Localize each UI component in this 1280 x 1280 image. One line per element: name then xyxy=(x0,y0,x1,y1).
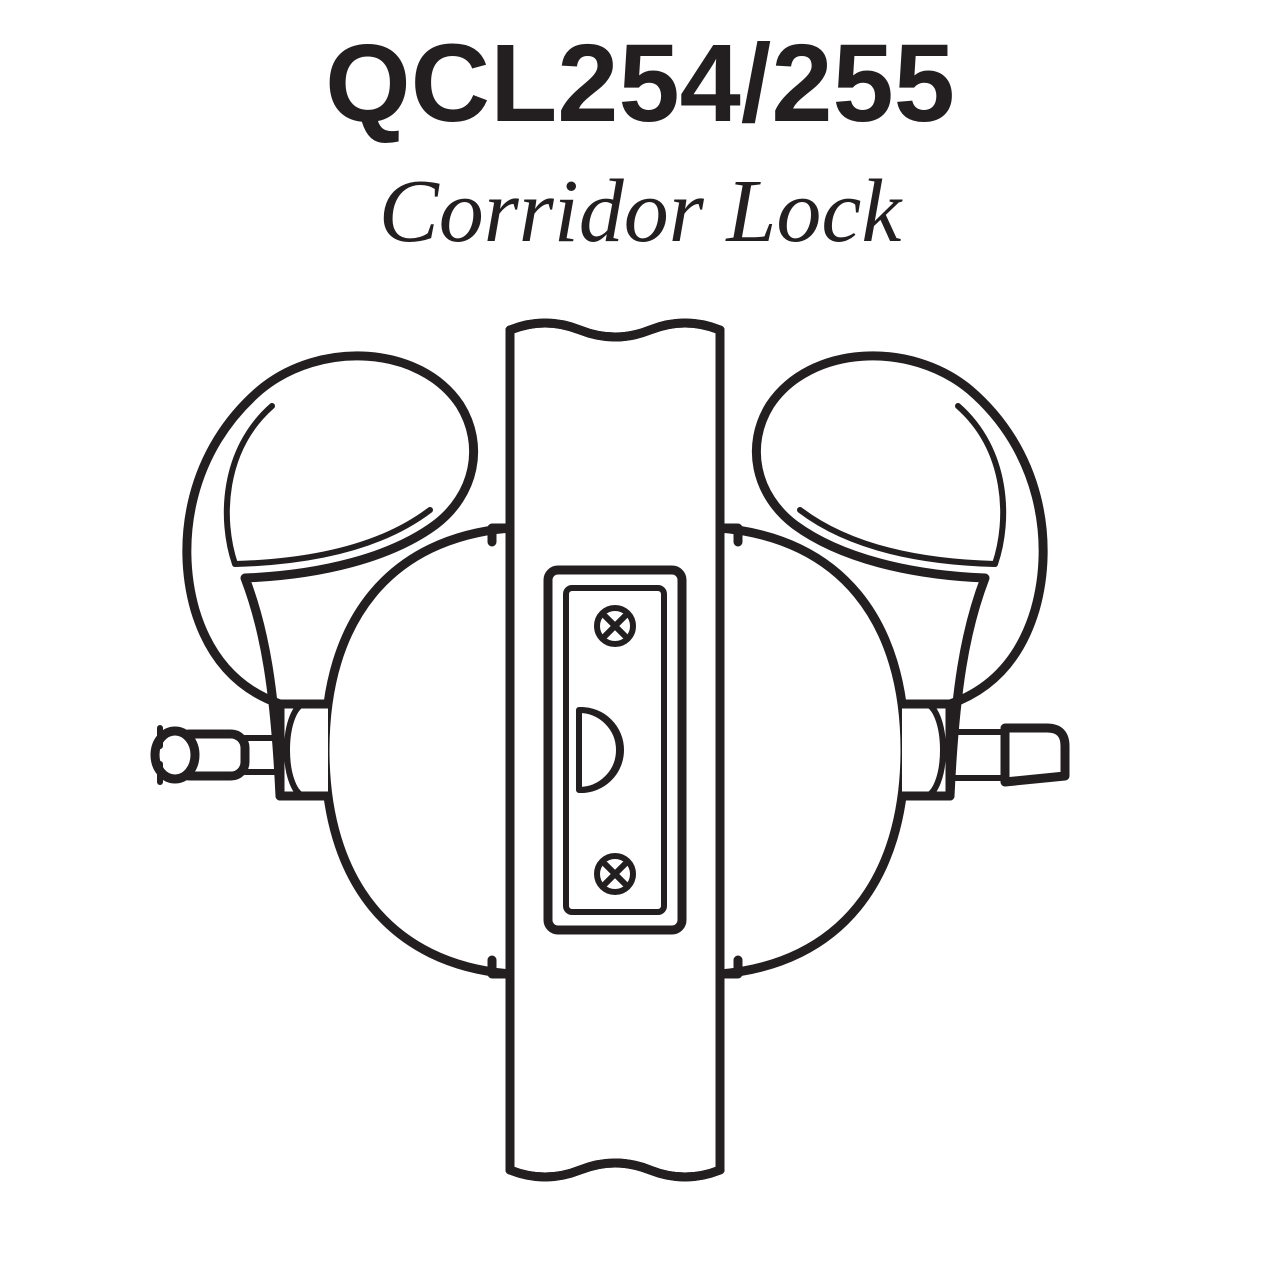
rose-left xyxy=(325,528,510,974)
product-title: QCL254/255 xyxy=(0,20,1280,147)
rose-right xyxy=(720,528,905,974)
product-subtitle: Corridor Lock xyxy=(0,160,1280,263)
latch-tongue xyxy=(1005,728,1065,782)
lock-diagram xyxy=(0,290,1280,1210)
